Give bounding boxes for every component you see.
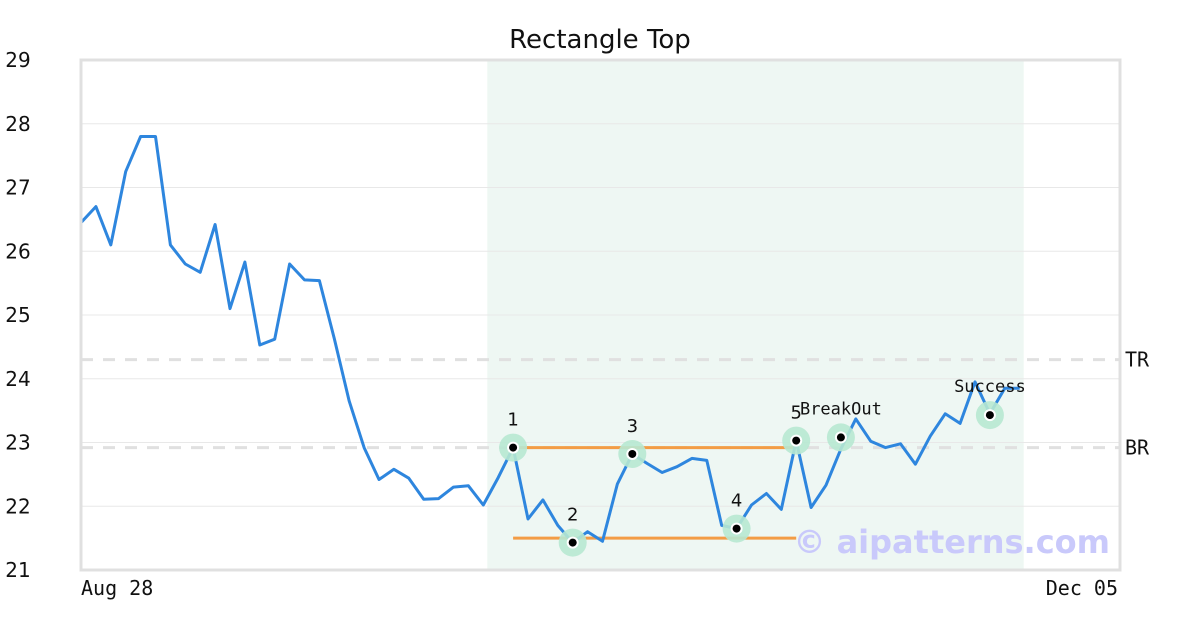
y-tick-label: 25 bbox=[5, 303, 30, 327]
x-tick-label-end: Dec 05 bbox=[1046, 576, 1118, 600]
pattern-point-label: 4 bbox=[731, 491, 742, 512]
pattern-point-1 bbox=[509, 443, 518, 452]
x-tick-label-start: Aug 28 bbox=[81, 576, 153, 600]
y-tick-label: 23 bbox=[5, 431, 30, 455]
pattern-point-5 bbox=[792, 436, 801, 445]
pattern-point-label: 1 bbox=[507, 410, 518, 431]
pattern-point-label: 3 bbox=[627, 416, 638, 437]
y-tick-label: 27 bbox=[5, 176, 30, 200]
annotation-label: Success bbox=[954, 377, 1026, 397]
pattern-point-3 bbox=[628, 449, 637, 458]
pattern-point-label: 5 bbox=[790, 403, 801, 424]
y-tick-label: 21 bbox=[5, 558, 30, 582]
chart-title: Rectangle Top bbox=[509, 25, 691, 55]
pattern-point-2 bbox=[568, 538, 577, 547]
plot-frame bbox=[79, 58, 1122, 572]
annotation-success-point bbox=[985, 411, 994, 420]
price-line bbox=[79, 135, 1020, 545]
y-tick-label: 29 bbox=[5, 48, 30, 72]
y-tick-label: 22 bbox=[5, 494, 30, 518]
pattern-point-4 bbox=[732, 524, 741, 533]
y-tick-label: 24 bbox=[5, 367, 30, 391]
reference-lines-layer: TR BR bbox=[81, 348, 1150, 460]
reference-line-label: TR bbox=[1125, 348, 1150, 372]
markers-layer bbox=[499, 401, 1004, 557]
series-layer bbox=[79, 135, 1020, 545]
watermark: © aipatterns.com bbox=[793, 523, 1110, 561]
reference-line-label: BR bbox=[1125, 436, 1150, 460]
annotation-breakout-point bbox=[836, 433, 845, 442]
pattern-point-label: 2 bbox=[567, 505, 578, 526]
y-tick-label: 26 bbox=[5, 239, 30, 263]
y-tick-label: 28 bbox=[5, 112, 30, 136]
annotation-label: BreakOut bbox=[800, 399, 882, 419]
